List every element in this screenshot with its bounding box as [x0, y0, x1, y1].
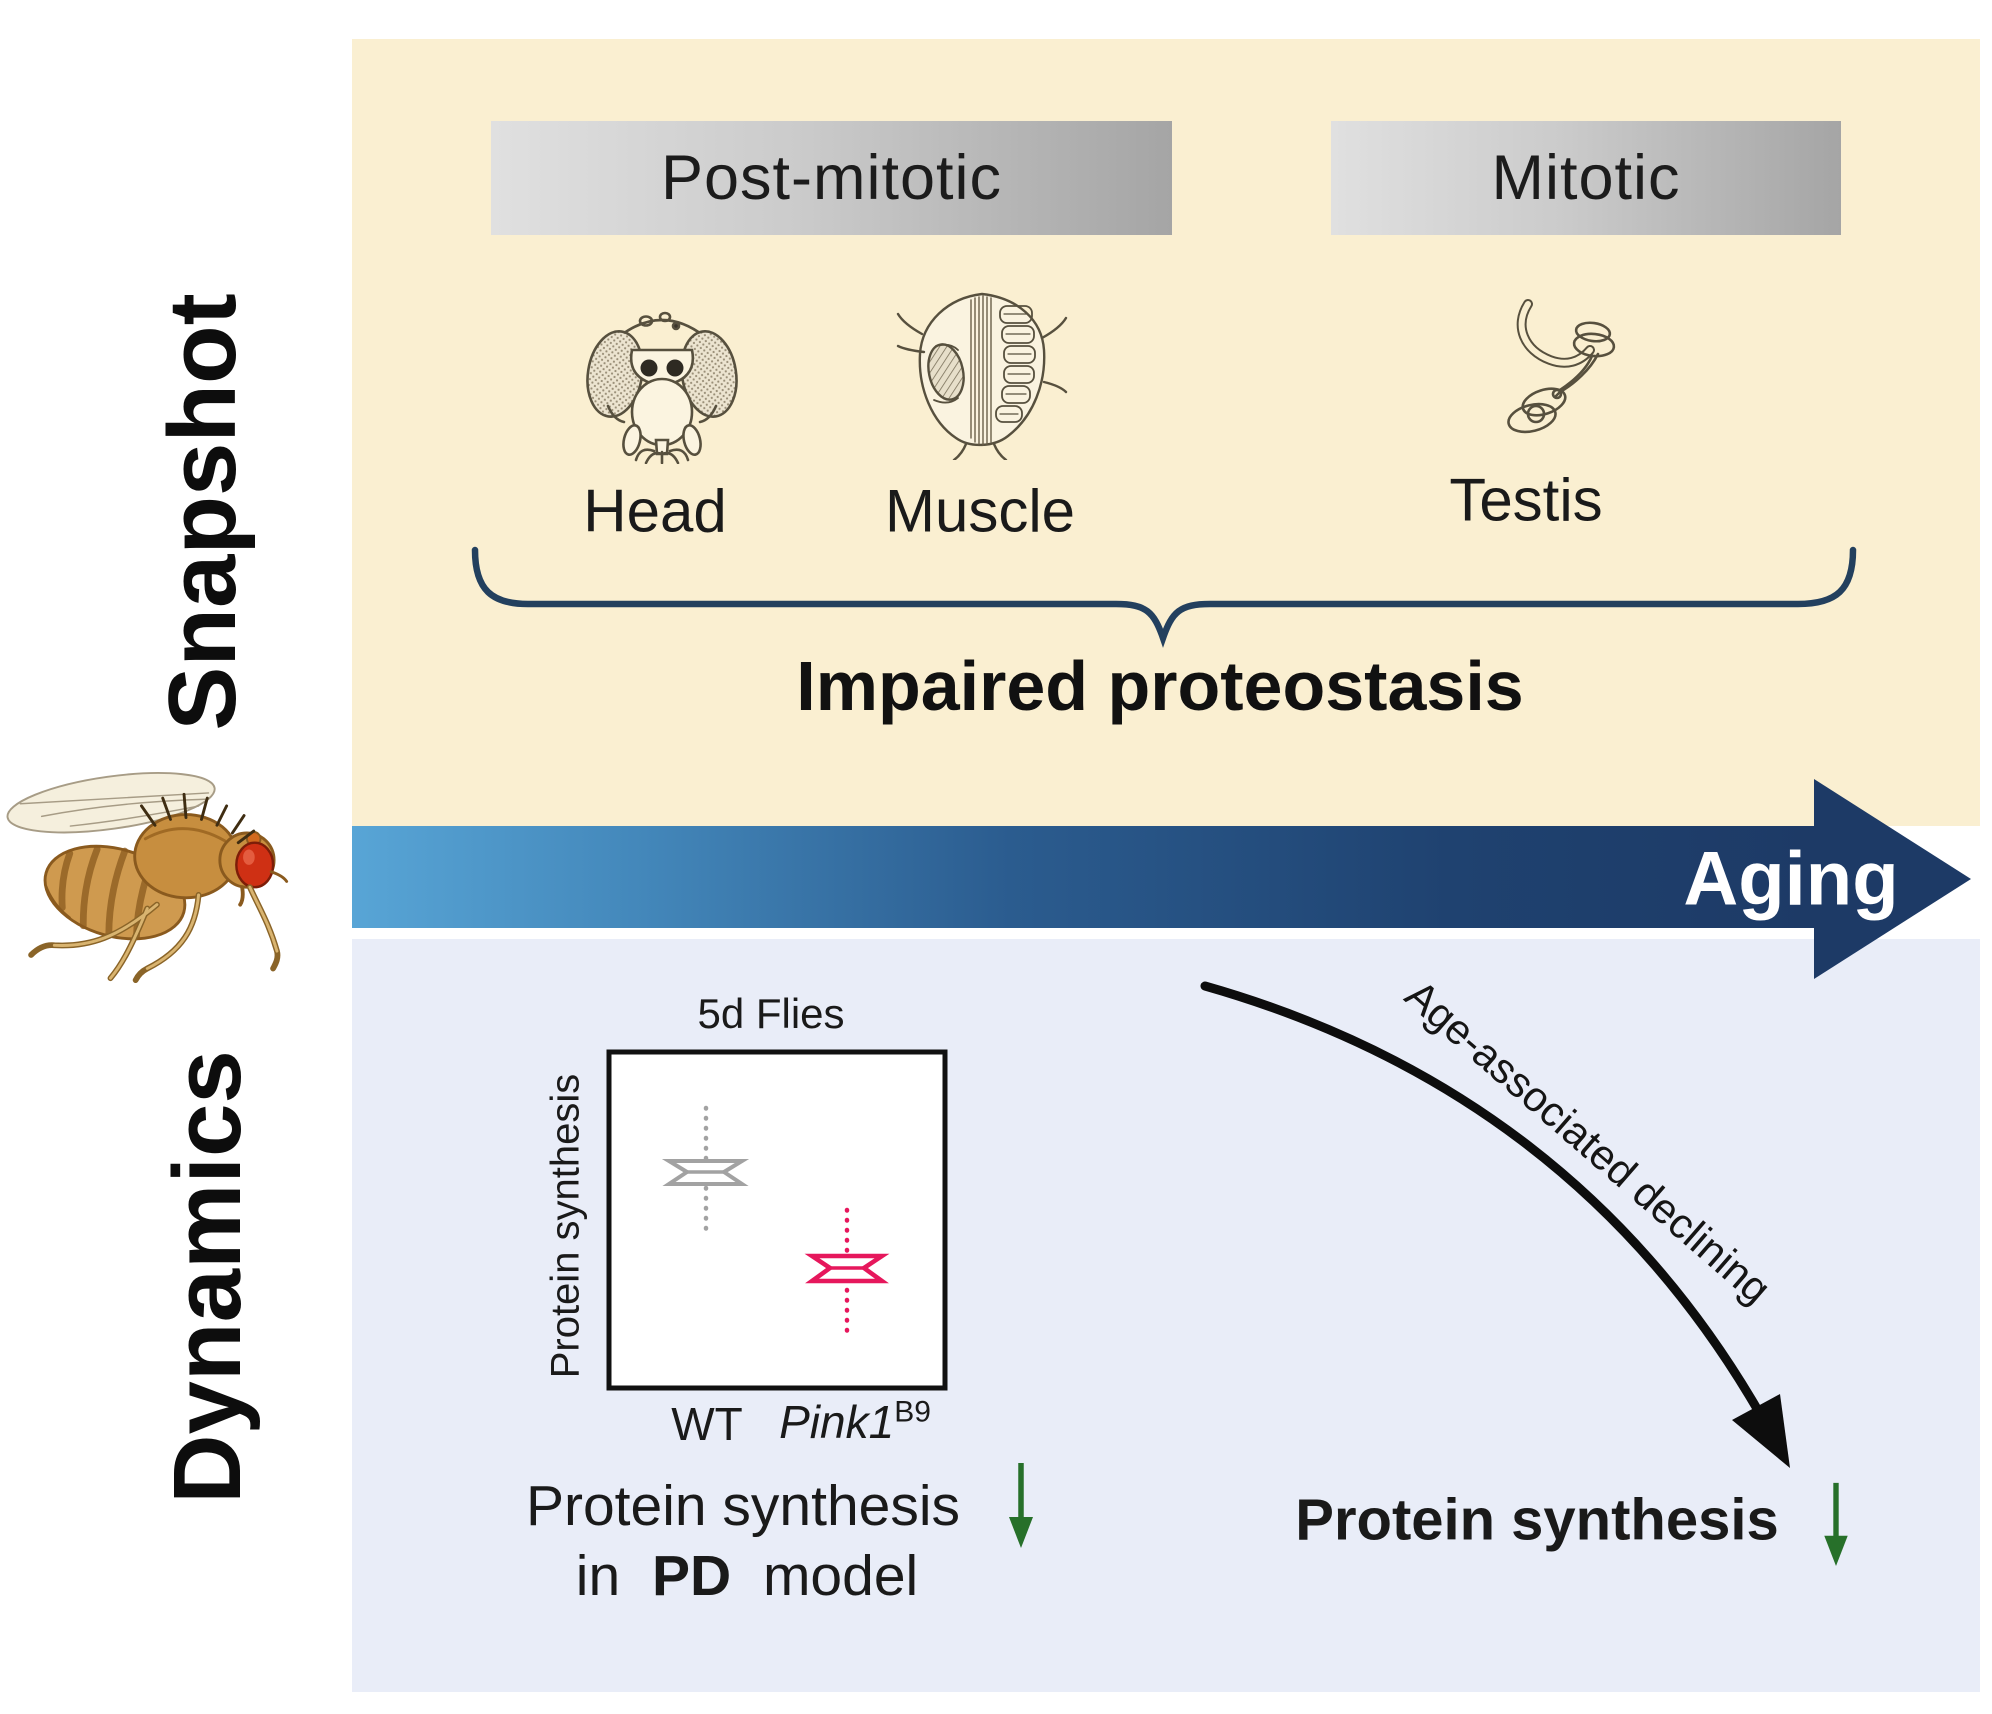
impaired-proteostasis-caption: Impaired proteostasis — [796, 647, 1524, 725]
post-mitotic-header-bar: Post-mitotic — [491, 121, 1172, 235]
mitotic-header-bar: Mitotic — [1331, 121, 1841, 235]
snapshot-section-label: Snapshot — [149, 293, 256, 731]
boxplot-ylabel: Protein synthesis — [543, 1073, 588, 1379]
testis-label: Testis — [1449, 466, 1603, 534]
boxplot-title: 5d Flies — [697, 990, 845, 1037]
green-down-arrow-pd — [1009, 1463, 1033, 1548]
pd-caption-model: model — [762, 1544, 919, 1608]
mitotic-header-label: Mitotic — [1491, 143, 1681, 213]
pd-caption-line2: in PD model — [576, 1543, 918, 1609]
curved-decline-arrow — [1200, 981, 1790, 1468]
head-label: Head — [583, 477, 727, 545]
curly-brace — [471, 546, 1857, 648]
wt-tick-label: WT — [671, 1398, 743, 1450]
drosophila-fly-illustration — [6, 772, 289, 984]
pd-caption-line1: Protein synthesis — [525, 1474, 961, 1538]
fly-head-icon — [586, 311, 738, 464]
post-mitotic-header-label: Post-mitotic — [660, 143, 1003, 213]
pd-caption-pd: PD — [651, 1544, 732, 1608]
pd-caption-in: in — [575, 1544, 621, 1608]
aging-arrowhead — [1814, 779, 1971, 979]
muscle-icon — [896, 292, 1068, 460]
pink1-tick-label-name: Pink1 — [779, 1396, 895, 1448]
pink1-tick-label: Pink1B9 — [779, 1395, 931, 1449]
green-down-arrow-aging — [1824, 1482, 1848, 1567]
age-caption: Protein synthesis — [1295, 1487, 1779, 1553]
boxplot-chart — [606, 1049, 948, 1391]
aging-arrow-shaft — [352, 826, 1814, 928]
muscle-label: Muscle — [884, 477, 1076, 545]
pink1-tick-label-superscript: B9 — [894, 1395, 931, 1429]
aging-label: Aging — [1683, 836, 1899, 922]
testis-icon — [1507, 299, 1616, 434]
dynamics-section-label: Dynamics — [154, 1050, 261, 1504]
